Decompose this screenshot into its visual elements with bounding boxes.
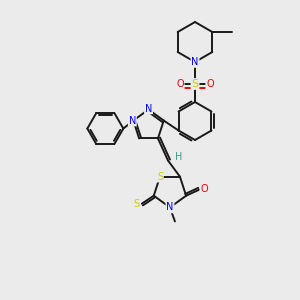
Text: O: O	[200, 184, 208, 194]
Text: O: O	[206, 79, 214, 89]
Text: N: N	[145, 103, 152, 113]
Text: S: S	[157, 172, 163, 182]
Text: S: S	[191, 79, 199, 89]
Text: H: H	[175, 152, 183, 162]
Text: N: N	[129, 116, 136, 126]
Text: N: N	[166, 202, 174, 212]
Text: S: S	[134, 199, 140, 209]
Text: O: O	[176, 79, 184, 89]
Text: N: N	[191, 57, 199, 67]
